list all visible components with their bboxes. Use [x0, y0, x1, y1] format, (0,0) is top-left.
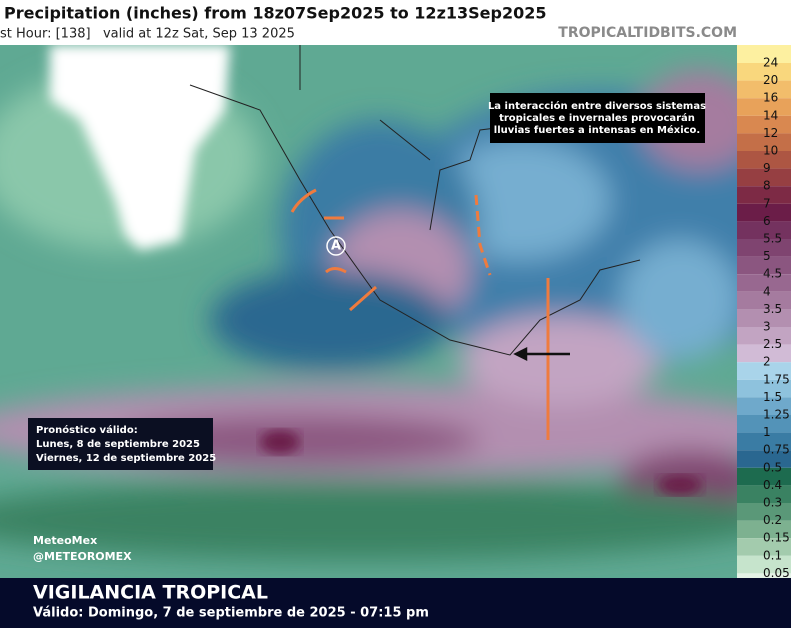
legend-label: 9 — [763, 161, 771, 175]
forecast-line: Pronóstico válido: — [36, 424, 138, 436]
legend-swatch — [737, 327, 791, 345]
legend-swatch — [737, 309, 791, 327]
legend-swatch — [737, 80, 791, 99]
legend-label: 4 — [763, 284, 771, 298]
legend-swatch — [737, 63, 791, 81]
legend-swatch — [737, 573, 791, 578]
legend-swatch — [737, 115, 791, 134]
legend-label: 0.15 — [763, 531, 790, 545]
legend-swatch — [737, 503, 791, 521]
legend-label: 3 — [763, 320, 771, 334]
annotation-line: lluvias fuertes a intensas en México. — [494, 124, 700, 136]
legend-label: 5.5 — [763, 232, 782, 246]
footer-subtitle: Válido: Domingo, 7 de septiembre de 2025… — [33, 606, 429, 621]
legend-label: 10 — [763, 144, 778, 158]
source: TROPICALTIDBITS.COM — [558, 25, 737, 41]
annotation-box — [490, 93, 705, 143]
legend-swatch — [737, 344, 791, 363]
legend-label: 6 — [763, 214, 771, 228]
legend-label: 16 — [763, 91, 778, 105]
legend-label: 14 — [763, 108, 778, 122]
legend-label: 2.5 — [763, 337, 782, 351]
legend-label: 5 — [763, 249, 771, 263]
legend-swatch — [737, 45, 791, 63]
legend-label: 12 — [763, 126, 778, 140]
forecast-line: Viernes, 12 de septiembre 2025 — [36, 453, 216, 464]
marker-ring — [326, 236, 346, 256]
legend-swatch — [737, 151, 791, 169]
legend-label: 0.2 — [763, 513, 782, 527]
legend-label: 0.4 — [763, 478, 782, 492]
legend-swatch — [737, 432, 791, 451]
legend-swatch — [737, 203, 791, 222]
legend-swatch — [737, 555, 791, 574]
legend-swatch — [737, 168, 791, 187]
legend-label: 2 — [763, 355, 771, 369]
legend-swatch — [737, 239, 791, 257]
credit: @METEOROMEX — [33, 550, 132, 563]
legend-label: 0.3 — [763, 496, 782, 510]
legend-label: 20 — [763, 73, 778, 87]
legend-label: 3.5 — [763, 302, 782, 316]
legend-label: 1 — [763, 425, 771, 439]
legend-swatch — [737, 485, 791, 503]
legend-swatch — [737, 133, 791, 151]
annotation-line: La interacción entre diversos sistemas — [488, 100, 706, 112]
legend-swatch — [737, 362, 791, 380]
legend-label: 24 — [763, 56, 778, 70]
legend-swatch — [737, 186, 791, 204]
forecast-box — [28, 418, 213, 470]
legend-label: 0.1 — [763, 548, 782, 562]
legend-label: 0.05 — [763, 566, 790, 580]
legend-swatch — [737, 256, 791, 275]
legend-swatch — [737, 98, 791, 116]
legend-label: 1.75 — [763, 372, 790, 386]
legend-swatch — [737, 415, 791, 433]
legend-label: 7 — [763, 196, 771, 210]
legend-swatch — [737, 274, 791, 292]
legend-swatch — [737, 379, 791, 398]
annotation-line: tropicales e invernales provocarán — [499, 112, 695, 124]
arrows — [290, 188, 550, 440]
forecast-line: Lunes, 8 de septiembre 2025 — [36, 439, 200, 450]
title: Precipitation (inches) from 18z07Sep2025… — [4, 4, 547, 23]
legend-label: 4.5 — [763, 267, 782, 281]
credit: MeteoMex — [33, 534, 97, 547]
legend-swatch — [737, 397, 791, 415]
footer-band — [0, 578, 791, 628]
legend-label: 1.5 — [763, 390, 782, 404]
pressure-marker: A — [331, 239, 341, 254]
legend-label: 0.5 — [763, 460, 782, 474]
arrow-black — [513, 346, 570, 362]
footer-title: VIGILANCIA TROPICAL — [33, 582, 268, 604]
legend-label: 0.75 — [763, 443, 790, 457]
legend-label: 1.25 — [763, 408, 790, 422]
legend-swatch — [737, 221, 791, 239]
legend-swatch — [737, 291, 791, 310]
legend-label: 8 — [763, 179, 771, 193]
subtitle: st Hour: [138] valid at 12z Sat, Sep 13 … — [0, 27, 295, 42]
legend-swatch — [737, 450, 791, 468]
legend-swatch — [737, 538, 791, 556]
legend-swatch — [737, 520, 791, 539]
legend-swatch — [737, 467, 791, 486]
